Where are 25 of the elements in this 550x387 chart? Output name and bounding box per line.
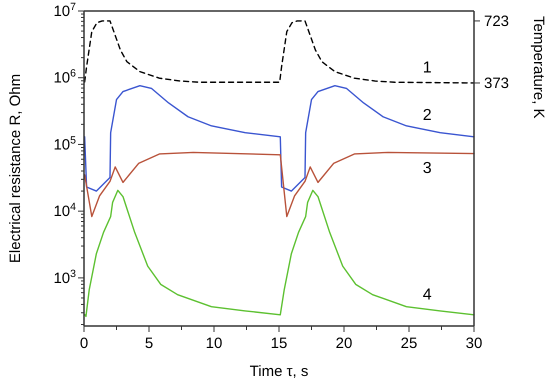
- series-label: 1: [422, 60, 432, 77]
- line-series: [84, 152, 475, 218]
- x-tick-label: 25: [400, 335, 418, 352]
- x-tick-label: 0: [80, 335, 88, 352]
- y2-tick-label: 723: [484, 12, 510, 30]
- x-tick-label: 10: [206, 335, 222, 352]
- line-series: [84, 190, 475, 318]
- x-axis-title: Time τ, s: [250, 363, 308, 380]
- y-tick-label: 10$^{6}$: [53, 68, 76, 87]
- y-tick-label: 10$^{4}$: [53, 201, 76, 220]
- series-label: 3: [422, 160, 432, 177]
- x-tick-label: 5: [144, 335, 154, 352]
- line-series: [84, 84, 475, 192]
- line-series: [84, 20, 475, 84]
- x-tick-label: 15: [270, 335, 288, 352]
- y2-tick-label: 373: [484, 74, 510, 92]
- y2-axis-title: Temperature, K: [530, 16, 547, 119]
- x-tick-label: 20: [336, 335, 352, 352]
- series-label: 4: [422, 286, 432, 304]
- y-axis-title: Electrical resistance R, Ohm: [7, 74, 24, 264]
- y-tick-label: 10$^{7}$: [53, 1, 76, 20]
- y-tick-label: 10$^{5}$: [53, 134, 76, 154]
- series-label: 2: [422, 107, 432, 124]
- x-tick-label: 30: [466, 335, 482, 352]
- y-tick-label: 10$^{3}$: [53, 268, 76, 287]
